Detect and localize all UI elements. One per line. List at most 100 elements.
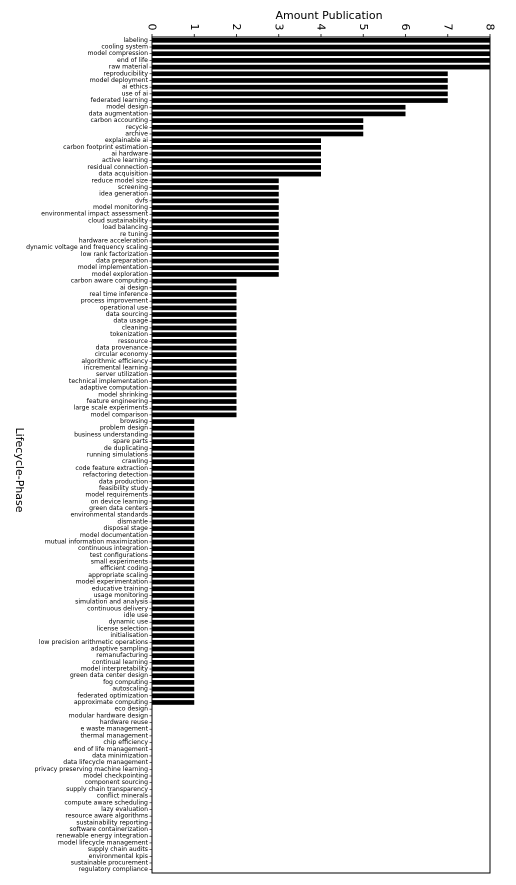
- bar: [152, 91, 448, 97]
- category-label: end of life management: [74, 746, 149, 753]
- category-label: spare parts: [113, 438, 148, 445]
- category-label: tokenization: [110, 331, 148, 338]
- x-tick-label: 0: [146, 24, 159, 31]
- category-label: resource aware algorithms: [65, 813, 148, 820]
- category-label: privacy preserving machine learning: [35, 766, 148, 773]
- category-label: model implementation: [78, 264, 148, 271]
- bar: [152, 231, 279, 237]
- category-label: on device learning: [91, 498, 148, 505]
- bar: [152, 198, 279, 204]
- category-label: low rank factorization: [81, 251, 148, 258]
- category-label: model documentation: [80, 532, 148, 539]
- category-label: operational use: [100, 304, 148, 311]
- bar: [152, 619, 195, 625]
- bar: [152, 352, 237, 358]
- bar: [152, 185, 279, 190]
- category-label: hardware reuse: [100, 719, 148, 726]
- bar: [152, 178, 279, 184]
- bar: [152, 325, 237, 331]
- category-label: license selection: [97, 625, 148, 632]
- x-ticks-group: 0 1 2 3 4 5 6 7 8: [146, 24, 497, 37]
- category-label: data sourcing: [106, 311, 148, 318]
- category-label: browsing: [120, 418, 148, 425]
- bar: [152, 519, 195, 525]
- category-label: dismantle: [117, 518, 148, 525]
- category-label: technical implementation: [69, 378, 148, 385]
- bar: [152, 252, 279, 257]
- x-tick-label: 2: [230, 24, 243, 31]
- category-label: continual learning: [92, 659, 148, 666]
- bar: [152, 78, 448, 83]
- category-label: appropriate scaling: [88, 572, 148, 579]
- bar: [152, 680, 195, 685]
- category-label: initialisation: [110, 632, 148, 639]
- category-label: circular economy: [95, 351, 149, 358]
- bar: [152, 84, 448, 90]
- bar: [152, 445, 195, 451]
- x-tick-label: 1: [188, 24, 201, 31]
- bar: [152, 412, 237, 418]
- bar: [152, 38, 490, 43]
- bar: [152, 472, 195, 478]
- bar: [152, 466, 195, 471]
- bar: [152, 272, 279, 277]
- category-label: carbon aware computing: [71, 278, 148, 285]
- category-label: model interpretability: [81, 666, 149, 673]
- bar: [152, 345, 237, 351]
- category-label: recycle: [126, 124, 148, 131]
- bar: [152, 338, 237, 344]
- category-label: chip efficiency: [103, 739, 148, 746]
- category-label: load balancing: [103, 224, 148, 231]
- category-label: carbon accounting: [90, 117, 148, 124]
- bar: [152, 686, 195, 692]
- bar: [152, 258, 279, 264]
- category-label: mutual information maximization: [45, 538, 148, 545]
- bar: [152, 124, 364, 130]
- bar: [152, 566, 195, 572]
- category-label: feasibility study: [99, 485, 148, 492]
- category-label: component sourcing: [85, 779, 148, 786]
- category-label: model requirements: [85, 492, 148, 499]
- category-label: model experimentation: [76, 579, 148, 586]
- bar: [152, 532, 195, 538]
- bar: [152, 399, 237, 404]
- bar: [152, 459, 195, 465]
- bar: [152, 639, 195, 645]
- category-label: renewable energy integration: [56, 833, 148, 840]
- bar: [152, 278, 237, 284]
- category-label: small experiments: [91, 559, 148, 566]
- category-label: model design: [106, 104, 148, 111]
- category-label: model lifecycle management: [58, 839, 149, 846]
- bar: [152, 419, 195, 424]
- category-label: educative training: [92, 585, 148, 592]
- bar: [152, 633, 195, 638]
- bar: [152, 359, 237, 364]
- category-label: supply chain transparency: [66, 786, 148, 793]
- category-label: environmental kpis: [89, 853, 148, 860]
- bar: [152, 318, 237, 324]
- category-label: model deployment: [90, 77, 149, 84]
- bars-group: [152, 38, 490, 705]
- bar: [152, 211, 279, 217]
- category-label: large scale experiments: [74, 405, 148, 412]
- bar: [152, 659, 195, 665]
- bar: [152, 285, 237, 291]
- bar: [152, 599, 195, 605]
- category-label: data usage: [113, 318, 148, 325]
- category-label: cleaning: [122, 324, 148, 331]
- category-label: data production: [99, 478, 148, 485]
- category-label: real time inference: [89, 291, 148, 298]
- bar: [152, 432, 195, 438]
- category-label: ai hardware: [111, 151, 148, 158]
- category-label: problem design: [100, 425, 148, 432]
- bar: [152, 425, 195, 431]
- bar: [152, 71, 448, 77]
- bar: [152, 379, 237, 384]
- category-label: supply chain audits: [88, 846, 148, 853]
- bar: [152, 298, 237, 304]
- category-label: data acquisition: [99, 171, 149, 178]
- x-tick-label: 5: [357, 24, 370, 31]
- category-label: continuous delivery: [87, 605, 148, 612]
- bar: [152, 131, 364, 137]
